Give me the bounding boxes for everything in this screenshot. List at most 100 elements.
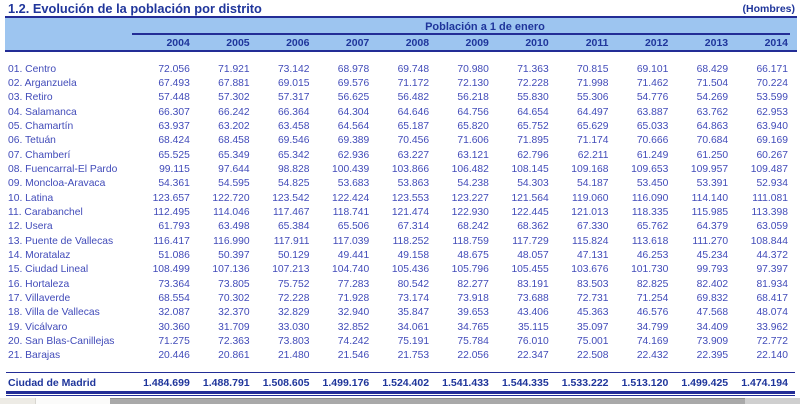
year-column-header: 2012 bbox=[644, 36, 669, 49]
district-label: 06. Tetuán bbox=[8, 135, 56, 147]
population-value: 60.267 bbox=[756, 149, 788, 161]
population-value: 113.398 bbox=[751, 206, 788, 218]
table-row: 10. Latina 123.657 122.720 123.542 122.424 12… bbox=[6, 192, 790, 206]
population-value: 108.844 bbox=[750, 235, 788, 247]
population-value: 118.741 bbox=[332, 206, 370, 218]
population-value: 83.503 bbox=[577, 278, 609, 290]
scrollbar-right-track[interactable] bbox=[745, 397, 800, 404]
bottom-thick-line bbox=[6, 391, 795, 394]
total-row: Ciudad de Madrid 1.484.699 1.488.791 1.508.… bbox=[6, 375, 790, 391]
table-row: 14. Moratalaz 51.086 50.397 50.129 49.441 49.… bbox=[6, 249, 790, 263]
population-value: 64.497 bbox=[577, 106, 609, 118]
district-rows: 01. Centro 72.056 71.921 73.142 68.978 69.748… bbox=[6, 63, 790, 364]
table-row: 06. Tetuán 68.424 68.458 69.546 69.389 70.456… bbox=[6, 134, 790, 148]
population-value: 50.129 bbox=[277, 249, 310, 261]
population-value: 21.753 bbox=[397, 350, 430, 362]
population-value: 64.654 bbox=[517, 106, 549, 118]
population-value: 72.228 bbox=[517, 77, 549, 89]
population-value: 66.242 bbox=[218, 106, 250, 118]
population-value: 75.752 bbox=[277, 278, 310, 290]
total-top-line bbox=[6, 371, 795, 373]
population-value: 65.033 bbox=[636, 120, 669, 132]
population-value: 63.762 bbox=[696, 106, 729, 118]
table-row: 12. Usera 61.793 63.498 65.384 65.506 67.314 6… bbox=[6, 220, 790, 234]
population-value: 54.238 bbox=[457, 178, 489, 190]
table-row: 15. Ciudad Lineal 108.499 107.136 107.213 10… bbox=[6, 263, 790, 277]
population-value: 107.136 bbox=[212, 264, 250, 276]
population-value: 74.169 bbox=[636, 336, 669, 348]
population-value: 63.887 bbox=[636, 106, 669, 118]
population-value: 53.450 bbox=[636, 178, 669, 190]
population-value: 70.456 bbox=[397, 135, 430, 147]
population-value: 117.039 bbox=[332, 235, 370, 247]
district-label: 19. Vicálvaro bbox=[8, 321, 68, 333]
population-value: 68.554 bbox=[158, 293, 190, 304]
table-row: 09. Moncloa-Aravaca 54.361 54.595 54.825 53.… bbox=[6, 177, 790, 191]
population-value: 54.595 bbox=[218, 178, 250, 190]
population-value: 65.820 bbox=[457, 120, 489, 132]
scrollbar-left-margin bbox=[0, 397, 36, 404]
population-value: 56.625 bbox=[337, 92, 370, 104]
population-value: 69.576 bbox=[337, 77, 370, 89]
population-value: 73.803 bbox=[277, 336, 310, 348]
population-value: 97.644 bbox=[218, 163, 250, 175]
population-value: 49.441 bbox=[337, 249, 370, 261]
page-title: 1.2. Evolución de la población por distr… bbox=[8, 1, 262, 16]
population-value: 107.213 bbox=[272, 264, 310, 276]
table-row: 03. Retiro 57.448 57.302 57.317 56.625 56.482… bbox=[6, 91, 790, 105]
population-value: 22.056 bbox=[457, 350, 489, 362]
population-value: 80.542 bbox=[397, 278, 430, 290]
population-value: 53.683 bbox=[337, 178, 370, 190]
population-value: 83.191 bbox=[517, 278, 549, 290]
population-value: 48.074 bbox=[756, 307, 788, 319]
total-value: 1.474.194 bbox=[741, 376, 788, 389]
population-value: 113.618 bbox=[631, 235, 669, 247]
year-column-header: 2006 bbox=[286, 36, 310, 49]
population-value: 70.302 bbox=[218, 293, 250, 304]
population-value: 71.998 bbox=[577, 77, 609, 89]
population-value: 117.467 bbox=[272, 206, 310, 218]
population-value: 22.140 bbox=[756, 350, 788, 362]
horizontal-scrollbar-thumb[interactable] bbox=[110, 397, 745, 404]
year-column-header: 2004 bbox=[166, 36, 190, 49]
population-value: 55.306 bbox=[577, 92, 609, 104]
population-value: 48.057 bbox=[517, 249, 549, 261]
population-value: 65.187 bbox=[397, 120, 430, 132]
total-value: 1.541.433 bbox=[442, 376, 489, 389]
population-value: 73.364 bbox=[158, 278, 190, 290]
population-value: 99.793 bbox=[696, 264, 729, 276]
population-value: 32.829 bbox=[277, 307, 310, 319]
population-value: 68.458 bbox=[218, 135, 250, 147]
population-value: 114.046 bbox=[213, 206, 250, 218]
population-value: 68.417 bbox=[756, 293, 788, 304]
population-value: 63.121 bbox=[457, 149, 489, 161]
population-value: 20.446 bbox=[158, 350, 190, 362]
district-label: 09. Moncloa-Aravaca bbox=[8, 178, 106, 190]
population-value: 121.013 bbox=[571, 206, 609, 218]
population-value: 73.918 bbox=[457, 293, 489, 304]
population-value: 22.432 bbox=[636, 350, 669, 362]
district-label: 03. Retiro bbox=[8, 92, 53, 104]
population-value: 74.242 bbox=[337, 336, 370, 348]
population-value: 70.684 bbox=[696, 135, 729, 147]
population-value: 73.174 bbox=[397, 293, 430, 304]
district-label: 16. Hortaleza bbox=[8, 278, 70, 290]
population-value: 54.825 bbox=[277, 178, 310, 190]
population-value: 68.362 bbox=[517, 221, 549, 233]
population-value: 109.487 bbox=[750, 163, 788, 175]
population-value: 51.086 bbox=[158, 249, 190, 261]
band-label: Población a 1 de enero bbox=[425, 21, 545, 33]
population-value: 65.525 bbox=[158, 149, 190, 161]
population-value: 112.495 bbox=[153, 206, 190, 218]
district-label: 08. Fuencarral-El Pardo bbox=[8, 163, 118, 175]
district-label: 14. Moratalaz bbox=[8, 249, 71, 261]
district-label: 13. Puente de Vallecas bbox=[8, 235, 114, 247]
population-value: 57.448 bbox=[158, 92, 190, 104]
horizontal-scrollbar-track[interactable] bbox=[0, 397, 800, 404]
district-label: 12. Usera bbox=[8, 221, 53, 233]
population-value: 66.307 bbox=[158, 106, 190, 118]
population-value: 98.828 bbox=[277, 163, 310, 175]
population-value: 61.249 bbox=[636, 149, 669, 161]
population-value: 31.709 bbox=[218, 321, 250, 333]
population-value: 71.895 bbox=[517, 135, 549, 147]
